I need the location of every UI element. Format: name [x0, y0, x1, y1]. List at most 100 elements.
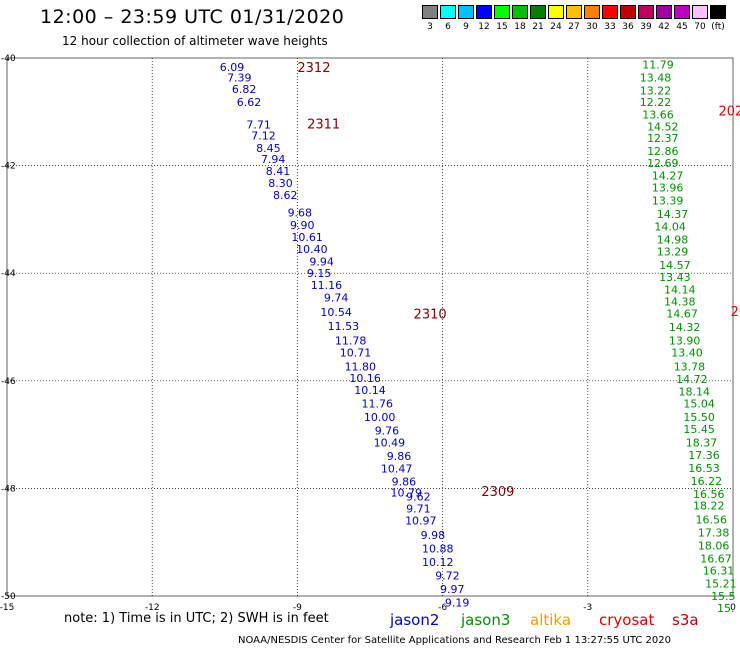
- swh-label: 9.72: [435, 570, 460, 583]
- lat-tick-label: -46: [1, 377, 16, 387]
- legend-label: 30: [586, 22, 598, 32]
- swh-label: 14.72: [676, 373, 708, 386]
- legend-label: 3: [427, 22, 433, 32]
- lat-tick-label: -48: [1, 484, 16, 494]
- lon-tick-label: -15: [0, 603, 14, 613]
- swh-label: 10.97: [405, 515, 437, 528]
- legend-swatch: [656, 5, 672, 19]
- map-title: 12:00 – 23:59 UTC 01/31/2020: [40, 6, 345, 28]
- swh-label: 10.00: [364, 411, 396, 424]
- legend-label: 24: [550, 22, 562, 32]
- lon-tick-label: -6: [438, 603, 447, 613]
- swh-label: 9.19: [445, 596, 470, 609]
- swh-label: 11.78: [335, 334, 367, 347]
- swh-label: 8.30: [268, 177, 293, 190]
- swh-label: 12.22: [640, 96, 672, 109]
- legend-label: 6: [445, 22, 451, 32]
- swh-label: 11.53: [328, 320, 360, 333]
- swh-label: 9.98: [421, 529, 446, 542]
- swh-label: 13.29: [657, 246, 689, 259]
- lon-tick-label: 0: [730, 603, 736, 613]
- swh-label: 7.39: [227, 71, 252, 84]
- swh-label: 10.79: [391, 487, 423, 500]
- time-label: 2311: [307, 118, 340, 133]
- swh-label: 10.40: [296, 243, 328, 256]
- lon-tick-label: -3: [583, 603, 592, 613]
- swh-label: 14.98: [657, 233, 689, 246]
- swh-label: 15.45: [683, 423, 715, 436]
- legend-swatch: [674, 5, 690, 19]
- swh-label: 9.94: [309, 255, 334, 268]
- swh-label: 7.71: [246, 119, 271, 132]
- legend-swatch: [440, 5, 456, 19]
- swh-label: 9.90: [290, 219, 315, 232]
- swh-label: 10.14: [354, 384, 386, 397]
- swh-label: 16.22: [691, 475, 723, 488]
- legend-swatch: [458, 5, 474, 19]
- swh-label: 11.80: [345, 360, 377, 373]
- swh-label: 14.52: [647, 120, 679, 133]
- swh-label: 15.5: [711, 590, 736, 603]
- swh-label: 14.14: [664, 283, 696, 296]
- lat-tick-label: -40: [1, 54, 16, 64]
- swh-label: 15.: [717, 602, 735, 615]
- swh-label: 14.37: [657, 208, 689, 221]
- swh-label: 18.22: [693, 500, 725, 513]
- swh-label: 10.54: [320, 306, 352, 319]
- time-label: 2029: [718, 105, 740, 120]
- swh-label: 10.61: [291, 231, 323, 244]
- swh-label: 10.71: [340, 346, 372, 359]
- swh-label: 9.68: [288, 206, 313, 219]
- swh-label: 14.57: [659, 259, 691, 272]
- footer-credit: NOAA/NESDIS Center for Satellite Applica…: [238, 635, 671, 646]
- swh-label: 13.66: [642, 108, 674, 121]
- swh-label: 16.56: [695, 514, 727, 527]
- legend-label: 39: [640, 22, 652, 32]
- sat-jason2-label: jason2: [390, 611, 440, 629]
- swh-label: 6.09: [220, 61, 245, 74]
- note-text: note: 1) Time is in UTC; 2) SWH is in fe…: [64, 611, 329, 626]
- legend-label: 9: [463, 22, 469, 32]
- swh-label: 9.76: [375, 424, 400, 437]
- swh-label: 17.36: [688, 449, 720, 462]
- map-frame: [6, 57, 734, 597]
- swh-label: 18.06: [698, 539, 730, 552]
- legend-swatch: [710, 5, 726, 19]
- swh-label: 10.12: [422, 556, 454, 569]
- swh-label: 9.15: [307, 267, 332, 280]
- swh-label: 14.27: [652, 169, 684, 182]
- swh-label: 12.69: [647, 157, 679, 170]
- lon-tick-label: -9: [293, 603, 302, 613]
- legend-swatch: [692, 5, 708, 19]
- swh-label: 17.38: [698, 527, 730, 540]
- swh-label: 7.94: [261, 153, 286, 166]
- swh-label: 14.04: [654, 220, 686, 233]
- legend-swatch: [620, 5, 636, 19]
- swh-label: 11.76: [362, 397, 394, 410]
- legend-swatch: [566, 5, 582, 19]
- legend-swatch: [548, 5, 564, 19]
- swh-label: 13.78: [674, 360, 706, 373]
- swh-label: 13.43: [659, 271, 691, 284]
- legend-swatch: [584, 5, 600, 19]
- swh-label: 7.12: [251, 129, 276, 142]
- time-label: 20: [731, 305, 740, 320]
- sat-jason3-label: jason3: [461, 611, 511, 629]
- swh-label: 8.62: [273, 189, 298, 202]
- legend-label: 12: [478, 22, 490, 32]
- swh-label: 15.21: [705, 578, 737, 591]
- legend-label: 18: [514, 22, 526, 32]
- legend-swatch: [512, 5, 528, 19]
- sat-cryosat-label: cryosat: [599, 611, 655, 629]
- sat-s3a-label: s3a: [672, 611, 699, 629]
- swh-label: 13.39: [652, 195, 684, 208]
- swh-label: 14.67: [666, 308, 698, 321]
- swh-label: 18.37: [686, 437, 718, 450]
- swh-label: 16.53: [688, 462, 720, 475]
- swh-label: 9.97: [440, 583, 465, 596]
- sat-altika-label: altika: [530, 611, 572, 629]
- lat-tick-label: -42: [1, 162, 16, 172]
- swh-label: 16.67: [700, 552, 732, 565]
- swh-label: 11.16: [311, 279, 343, 292]
